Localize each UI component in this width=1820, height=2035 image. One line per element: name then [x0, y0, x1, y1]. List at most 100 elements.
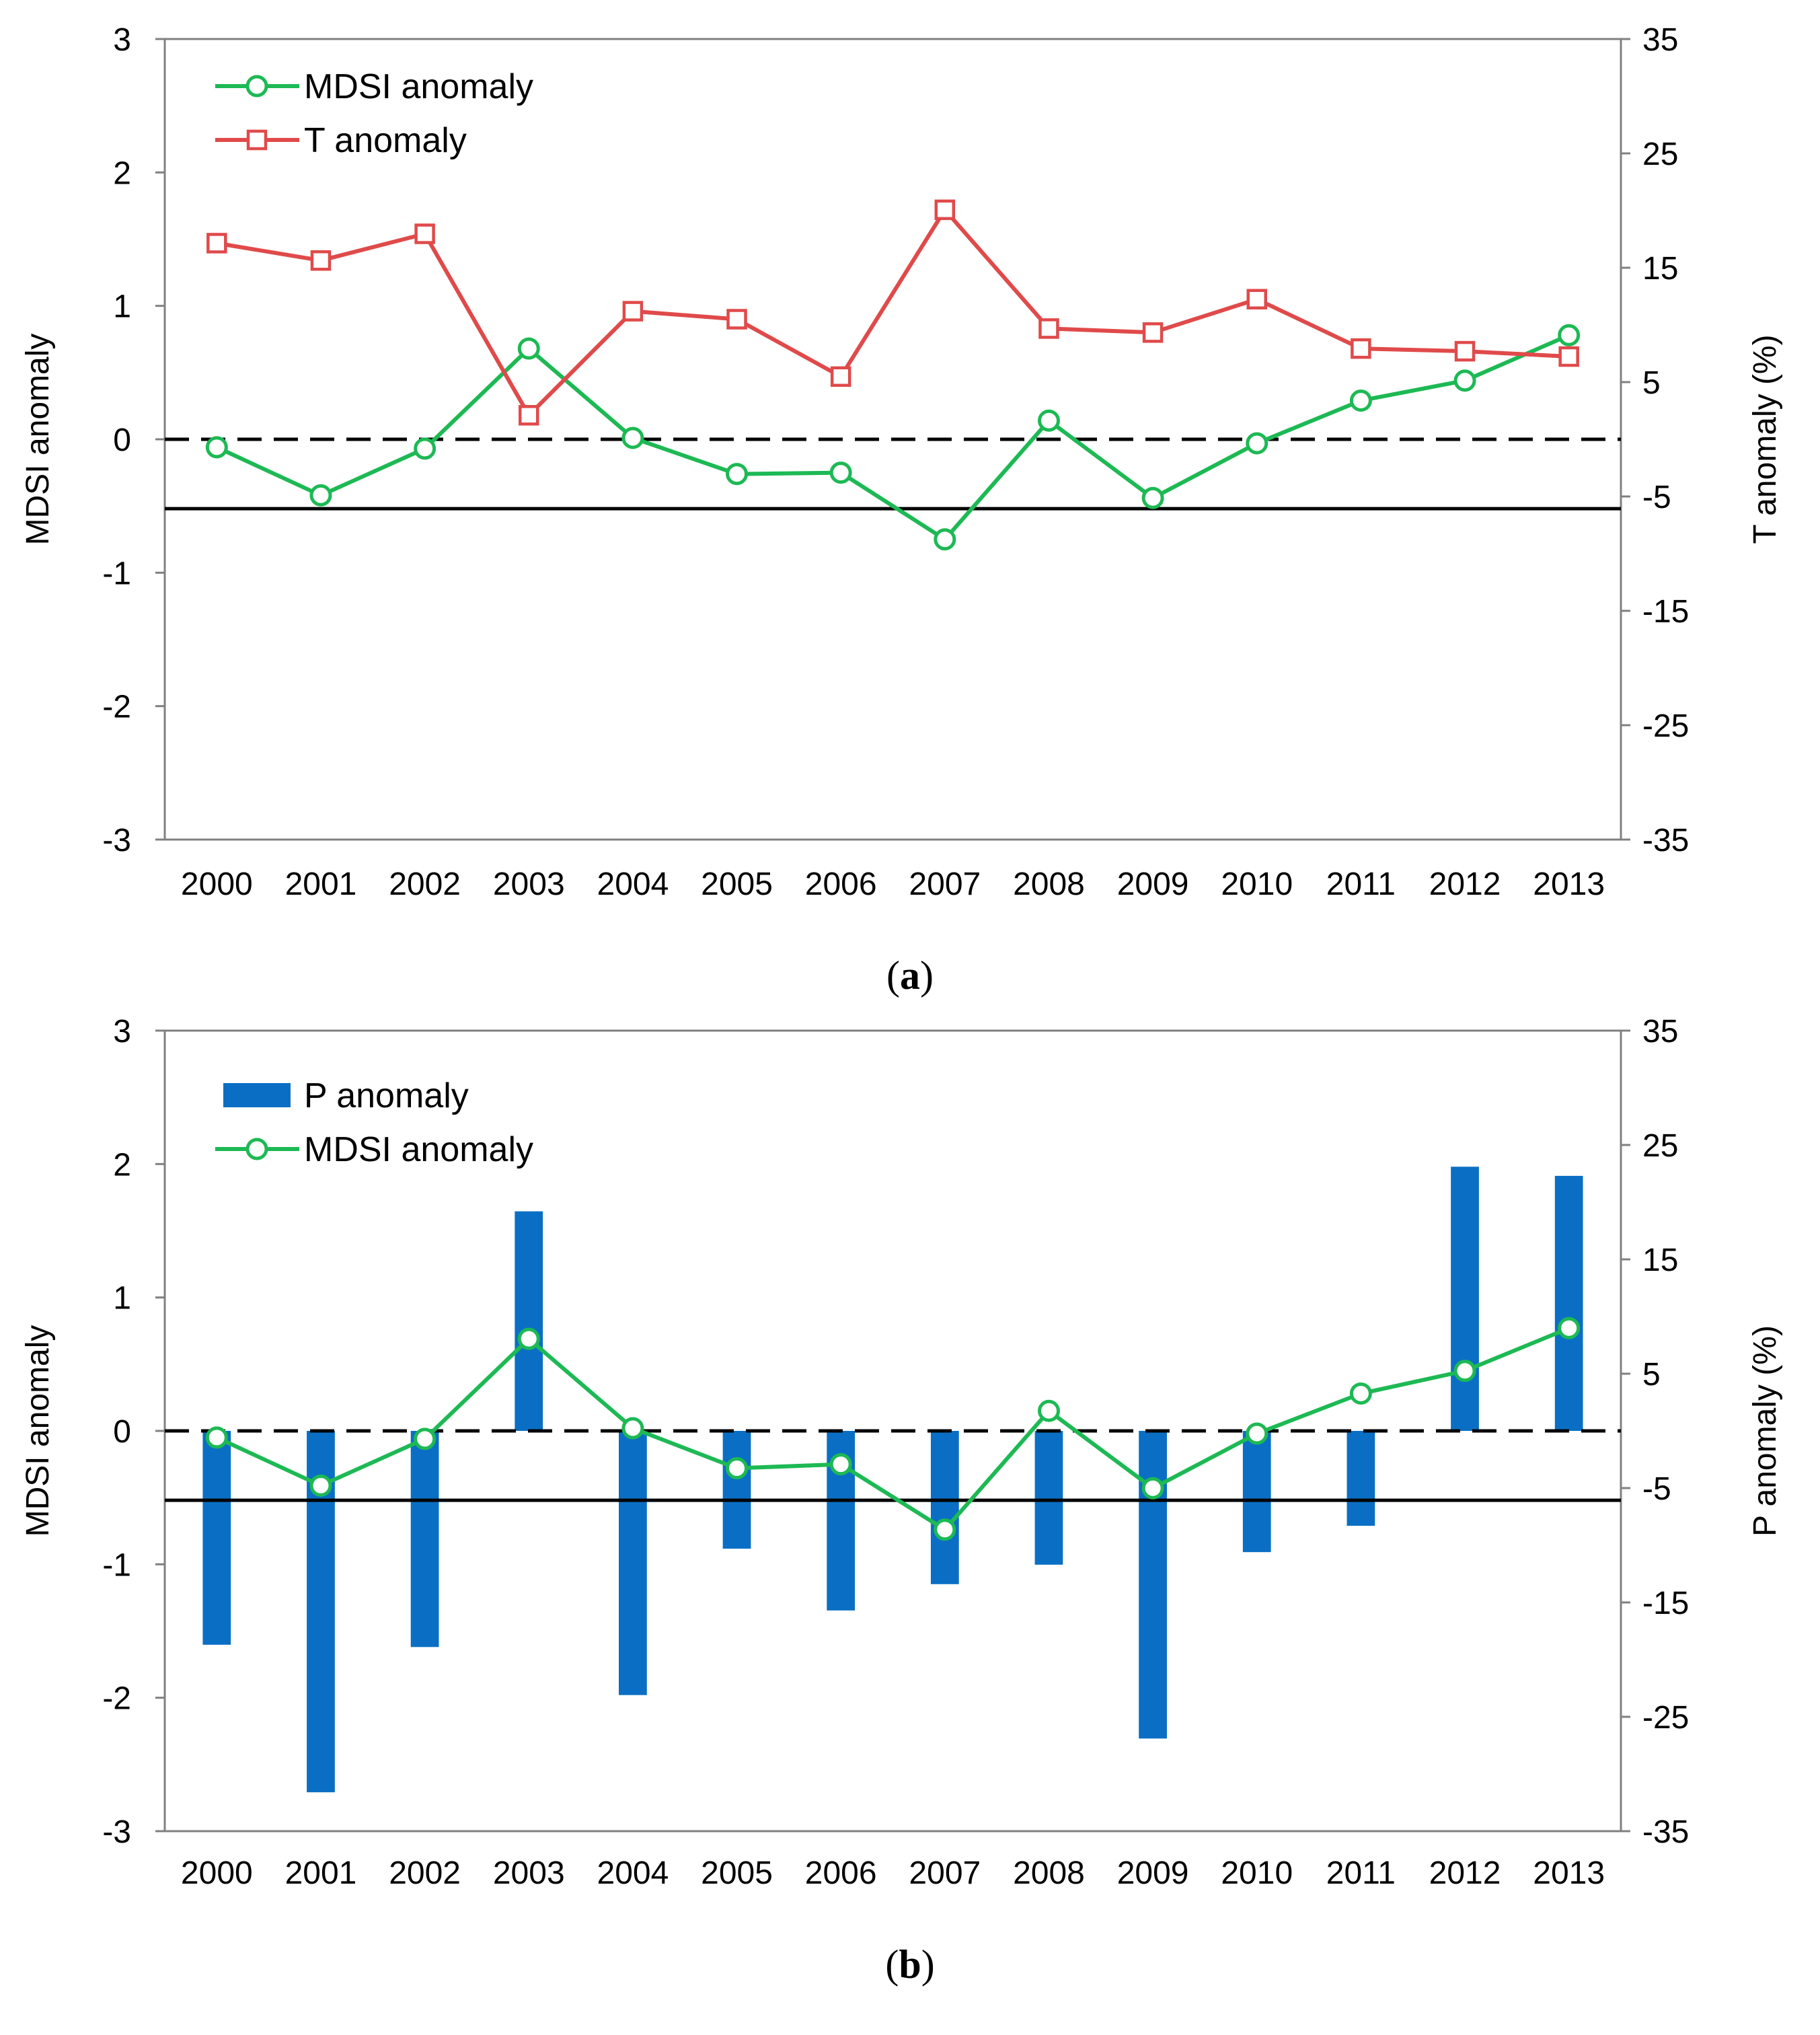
- right-tick-label: 5: [1642, 1357, 1661, 1393]
- point-mdsi-anomaly-2003: [517, 337, 540, 360]
- left-tick-label: -2: [102, 690, 131, 725]
- point-mdsi-anomaly-2004: [621, 427, 644, 449]
- right-tick-label: -35: [1642, 823, 1689, 858]
- right-tick-label: -25: [1642, 1700, 1689, 1736]
- bar-p-anomaly-2004: [619, 1431, 647, 1695]
- point-t-anomaly-2000: [206, 233, 227, 254]
- left-tick-label: 3: [113, 22, 131, 58]
- point-t-anomaly-2012: [1454, 340, 1476, 362]
- left-tick-label: -2: [102, 1681, 131, 1717]
- legend-label-p-anomaly: P anomaly: [304, 1076, 469, 1115]
- left-tick-label: 0: [113, 422, 131, 458]
- left-tick-label: -3: [102, 823, 131, 858]
- right-tick-label: 5: [1642, 365, 1661, 401]
- x-tick-label: 2009: [1117, 866, 1189, 902]
- legend-marker-t-anomaly: [246, 129, 268, 151]
- series-line-mdsi-anomaly: [216, 1326, 1570, 1532]
- x-tick-label: 2010: [1221, 1855, 1293, 1891]
- caption-open: (: [885, 1942, 899, 1987]
- x-tick-label: 2013: [1533, 1855, 1605, 1891]
- bar-p-anomaly-2005: [722, 1431, 751, 1549]
- point-mdsi-anomaly-2011: [1349, 1382, 1372, 1405]
- point-t-anomaly-2009: [1142, 322, 1164, 343]
- left-tick-label: -1: [102, 556, 131, 591]
- caption-letter: a: [900, 953, 920, 998]
- x-tick-label: 2004: [597, 1855, 669, 1891]
- point-t-anomaly-2001: [310, 250, 332, 271]
- right-tick-label: 15: [1642, 251, 1678, 287]
- x-tick-label: 2012: [1429, 1855, 1501, 1891]
- point-mdsi-anomaly-2008: [1037, 1399, 1060, 1422]
- point-mdsi-anomaly-2006: [829, 461, 852, 484]
- legend-marker-mdsi-anomaly: [245, 1138, 268, 1160]
- x-tick-label: 2013: [1533, 866, 1605, 902]
- bar-p-anomaly-2002: [410, 1431, 439, 1648]
- point-mdsi-anomaly-2001: [309, 484, 332, 507]
- x-tick-label: 2000: [181, 866, 253, 902]
- bar-p-anomaly-2008: [1034, 1431, 1063, 1565]
- right-axis-title: P anomaly (%): [1747, 1325, 1783, 1537]
- x-tick-label: 2012: [1429, 866, 1501, 902]
- right-tick-label: 35: [1642, 1014, 1678, 1049]
- point-t-anomaly-2003: [519, 405, 539, 426]
- point-mdsi-anomaly-2012: [1453, 369, 1476, 392]
- bar-p-anomaly-2000: [202, 1431, 231, 1645]
- right-tick-label: -5: [1642, 480, 1671, 515]
- bar-p-anomaly-2009: [1139, 1431, 1167, 1739]
- legend-swatch-p-anomaly: [223, 1083, 291, 1107]
- point-mdsi-anomaly-2012: [1453, 1360, 1476, 1382]
- point-mdsi-anomaly-2009: [1141, 486, 1164, 509]
- point-t-anomaly-2010: [1246, 289, 1267, 309]
- left-tick-label: 2: [113, 1147, 131, 1183]
- right-tick-label: -5: [1642, 1471, 1671, 1507]
- right-tick-label: 15: [1642, 1243, 1678, 1278]
- caption-open: (: [886, 953, 900, 998]
- point-mdsi-anomaly-2007: [934, 1518, 956, 1541]
- caption-letter: b: [899, 1942, 921, 1987]
- right-tick-label: -25: [1642, 708, 1689, 744]
- left-tick-label: 3: [113, 1014, 131, 1049]
- bar-p-anomaly-2013: [1554, 1175, 1583, 1431]
- point-mdsi-anomaly-2005: [726, 463, 749, 486]
- x-tick-label: 2005: [701, 866, 773, 902]
- right-tick-label: 35: [1642, 22, 1678, 58]
- x-tick-label: 2007: [909, 1855, 981, 1891]
- legend-label-mdsi-anomaly: MDSI anomaly: [304, 67, 533, 106]
- series-line-t-anomaly: [216, 207, 1569, 418]
- right-tick-label: -15: [1642, 1586, 1689, 1621]
- x-tick-label: 2011: [1326, 1855, 1396, 1891]
- point-mdsi-anomaly-2011: [1349, 389, 1372, 412]
- panel-caption: (a): [886, 953, 934, 998]
- x-tick-label: 2001: [285, 866, 357, 902]
- bar-p-anomaly-2007: [930, 1431, 959, 1584]
- point-mdsi-anomaly-2010: [1246, 432, 1268, 455]
- point-t-anomaly-2008: [1038, 318, 1059, 339]
- bar-p-anomaly-2003: [515, 1211, 543, 1431]
- x-tick-label: 2006: [805, 1855, 877, 1891]
- point-mdsi-anomaly-2000: [205, 436, 228, 459]
- x-tick-label: 2001: [285, 1855, 357, 1891]
- x-tick-label: 2011: [1326, 866, 1396, 902]
- legend-label-t-anomaly: T anomaly: [304, 121, 467, 160]
- left-tick-label: -1: [102, 1547, 131, 1583]
- point-t-anomaly-2011: [1351, 338, 1371, 359]
- caption-close: ): [921, 1942, 935, 1987]
- right-tick-label: 25: [1642, 137, 1678, 172]
- point-mdsi-anomaly-2002: [414, 1428, 437, 1450]
- point-mdsi-anomaly-2002: [414, 437, 437, 460]
- right-tick-label: -15: [1642, 594, 1689, 630]
- legend-marker-mdsi-anomaly: [245, 75, 268, 98]
- x-tick-label: 2006: [805, 866, 877, 902]
- panel-caption: (b): [885, 1942, 934, 1987]
- x-tick-label: 2003: [493, 1855, 565, 1891]
- point-mdsi-anomaly-2010: [1246, 1422, 1268, 1445]
- series-line-mdsi-anomaly: [216, 333, 1570, 542]
- bar-p-anomaly-2010: [1242, 1431, 1271, 1553]
- x-tick-label: 2003: [493, 866, 565, 902]
- right-axis-title: T anomaly (%): [1747, 334, 1783, 544]
- point-mdsi-anomaly-2009: [1141, 1477, 1164, 1500]
- x-tick-label: 2008: [1013, 866, 1085, 902]
- point-mdsi-anomaly-2013: [1558, 1317, 1581, 1339]
- point-mdsi-anomaly-2008: [1037, 409, 1060, 432]
